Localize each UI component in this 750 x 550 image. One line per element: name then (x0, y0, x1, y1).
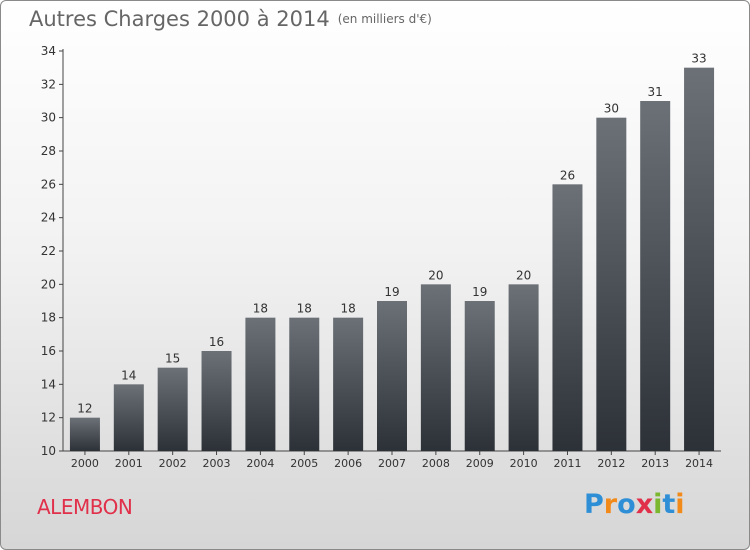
logo-letter: t (662, 489, 676, 520)
x-tick-label: 2008 (422, 457, 450, 470)
logo-letter: x (635, 489, 654, 520)
logo-letter: o (617, 489, 636, 520)
commune-name: ALEMBON (37, 495, 133, 519)
chart-unit: (en milliers d'€) (337, 12, 432, 26)
data-label: 15 (165, 352, 180, 366)
x-tick-label: 2011 (553, 457, 581, 470)
bar (420, 284, 451, 451)
bar (113, 384, 144, 451)
bar (157, 367, 188, 451)
logo-letter: i (653, 489, 663, 520)
x-tick-label: 2001 (115, 457, 143, 470)
data-label: 19 (472, 285, 487, 299)
data-label: 20 (516, 268, 531, 282)
x-tick-label: 2014 (685, 457, 713, 470)
data-label: 12 (77, 402, 92, 416)
x-tick-label: 2006 (334, 457, 362, 470)
chart-title: Autres Charges 2000 à 2014 (en milliers d… (29, 7, 432, 31)
x-tick-label: 2004 (246, 457, 274, 470)
data-label: 30 (604, 102, 619, 116)
x-tick-label: 2005 (290, 457, 318, 470)
y-tick-label: 24 (41, 211, 56, 225)
bar (508, 284, 539, 451)
x-tick-label: 2010 (510, 457, 538, 470)
data-label: 14 (121, 368, 136, 382)
x-tick-label: 2003 (203, 457, 231, 470)
x-tick-label: 2002 (159, 457, 187, 470)
y-tick-label: 12 (41, 411, 56, 425)
bar (69, 417, 100, 451)
logo-letter: i (675, 489, 685, 520)
bar (596, 117, 627, 452)
data-label: 31 (648, 85, 663, 99)
y-tick-label: 18 (41, 311, 56, 325)
data-label: 26 (560, 168, 575, 182)
y-tick-label: 20 (41, 277, 56, 291)
y-tick-label: 28 (41, 144, 56, 158)
bar (464, 301, 495, 451)
x-tick-label: 2012 (597, 457, 625, 470)
proxiti-logo: Proxiti (584, 489, 685, 520)
x-tick-label: 2013 (641, 457, 669, 470)
bar (333, 317, 364, 451)
y-tick-label: 26 (41, 177, 56, 191)
y-tick-label: 22 (41, 244, 56, 258)
data-label: 18 (340, 302, 355, 316)
y-tick-label: 32 (41, 77, 56, 91)
x-tick-label: 2000 (71, 457, 99, 470)
data-label: 33 (691, 52, 706, 66)
y-tick-label: 14 (41, 377, 56, 391)
chart-title-text: Autres Charges 2000 à 2014 (29, 7, 330, 31)
y-tick-label: 30 (41, 111, 56, 125)
data-label: 18 (297, 302, 312, 316)
logo-letter: P (584, 489, 604, 520)
y-tick-label: 34 (41, 44, 56, 58)
bar (245, 317, 276, 451)
data-label: 20 (428, 268, 443, 282)
bar (640, 101, 671, 451)
data-label: 19 (384, 285, 399, 299)
bar (377, 301, 407, 451)
data-label: 18 (253, 302, 268, 316)
y-tick-label: 10 (41, 444, 56, 458)
data-label: 16 (209, 335, 224, 349)
bar (552, 184, 583, 452)
logo-letter: r (603, 489, 618, 520)
bar (289, 317, 320, 451)
bar (684, 67, 715, 452)
x-tick-label: 2007 (378, 457, 406, 470)
bar (201, 351, 232, 451)
y-tick-label: 16 (41, 344, 56, 358)
x-tick-label: 2009 (466, 457, 494, 470)
